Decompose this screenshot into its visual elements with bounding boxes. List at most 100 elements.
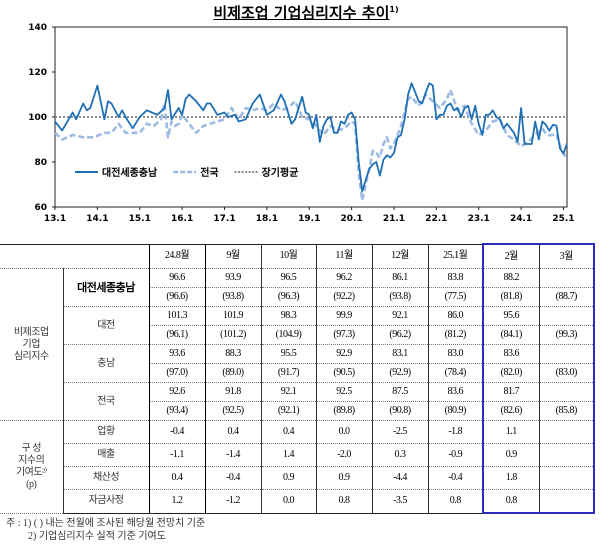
table-row-actual: 대전 101.3 101.9 98.3 99.9 92.1 86.0 95.6 xyxy=(0,306,595,345)
contribution-value-cell: 0.4 xyxy=(148,466,205,490)
contribution-value-cell xyxy=(538,489,595,514)
contribution-value-cell xyxy=(538,466,595,490)
contribution-value-cell xyxy=(538,443,595,467)
table-header-row: 24.8월 9월 10월 11월 12월 25.1월 2월 3월 xyxy=(0,243,595,269)
x-tick-label: 22.1 xyxy=(425,214,447,224)
actual-value-cell: 86.1 xyxy=(371,268,428,288)
row-label: 충남 xyxy=(63,344,149,383)
contribution-value-cell: 0.4 xyxy=(260,420,316,444)
table-row-contribution: 매출 -1.1 -1.4 1.4 -2.0 0.3 -0.9 0.9 xyxy=(0,443,595,467)
row-label: 대전세종충남 xyxy=(63,268,149,307)
forecast-value-cell: (84.1) xyxy=(482,325,539,345)
table-row-actual: 전국 92.6 91.8 92.1 92.5 87.5 83.6 81.7 xyxy=(0,382,595,421)
actual-value-cell: 92.6 xyxy=(148,382,205,402)
contribution-value-cell: -0.4 xyxy=(204,466,261,490)
forecast-value-cell: (77.5) xyxy=(427,287,483,307)
forecast-value-cell: (93.8) xyxy=(371,287,428,307)
actual-value-cell xyxy=(538,306,595,326)
actual-value-cell: 96.6 xyxy=(148,268,205,288)
x-tick-label: 18.1 xyxy=(256,214,278,224)
x-tick-label: 17.1 xyxy=(213,214,235,224)
table-row-contribution: 자금사정 1.2 -1.2 0.0 0.8 -3.5 0.8 0.8 xyxy=(0,489,595,514)
y-tick-label: 140 xyxy=(28,23,47,33)
x-tick-label: 19.1 xyxy=(298,214,320,224)
forecast-value-cell: (85.8) xyxy=(538,401,595,421)
contribution-value-cell: 0.9 xyxy=(482,443,539,467)
forecast-value-cell: (104.9) xyxy=(260,325,316,345)
contribution-value-cell: -4.4 xyxy=(371,466,428,490)
title-footnote-mark: 1) xyxy=(389,5,399,14)
column-header: 3월 xyxy=(538,243,595,269)
actual-value-cell: 81.7 xyxy=(482,382,539,402)
contribution-value-cell: 1.4 xyxy=(260,443,316,467)
forecast-value-cell: (93.4) xyxy=(148,401,205,421)
forecast-value-cell: (81.2) xyxy=(427,325,483,345)
actual-value-cell: 91.8 xyxy=(204,382,261,402)
contribution-value-cell: -1.1 xyxy=(148,443,205,467)
forecast-value-cell: (96.1) xyxy=(148,325,205,345)
x-tick-label: 21.1 xyxy=(383,214,405,224)
contribution-value-cell: -1.2 xyxy=(204,489,261,514)
actual-value-cell: 92.5 xyxy=(315,382,372,402)
contribution-value-cell: 0.8 xyxy=(315,489,372,514)
legend-label-average: 장기평균 xyxy=(262,166,299,179)
actual-value-cell: 88.3 xyxy=(204,344,261,364)
forecast-value-cell: (97.3) xyxy=(315,325,372,345)
forecast-value-cell: (96.6) xyxy=(148,287,205,307)
actual-value-cell: 88.2 xyxy=(482,268,539,288)
contribution-value-cell: -3.5 xyxy=(371,489,428,514)
actual-value-cell xyxy=(538,382,595,402)
row-label: 자금사정 xyxy=(63,489,149,514)
contribution-value-cell: 1.2 xyxy=(148,489,205,514)
column-header: 25.1월 xyxy=(427,243,483,269)
column-header: 24.8월 xyxy=(148,243,205,269)
forecast-value-cell: (99.3) xyxy=(538,325,595,345)
actual-value-cell: 92.9 xyxy=(315,344,372,364)
table-row-forecast: (96.6) (93.8) (96.3) (92.2) (93.8) (77.5) (81.… xyxy=(0,287,595,307)
group-label-line: 지수의 xyxy=(18,454,45,466)
table-row-forecast: (97.0) (89.0) (91.7) (90.5) (92.9) (78.4) (82.… xyxy=(0,363,595,383)
actual-value-cell: 95.5 xyxy=(260,344,316,364)
forecast-value-cell: (90.5) xyxy=(315,363,372,383)
group-label-index: 비제조업 기업 심리지수 xyxy=(0,268,64,421)
group-label-line: 비제조업 xyxy=(13,326,49,338)
contribution-value-cell: 1.1 xyxy=(482,420,539,444)
contribution-value-cell: 0.8 xyxy=(427,489,483,514)
actual-value-cell: 98.3 xyxy=(260,306,316,326)
forecast-value-cell: (82.6) xyxy=(482,401,539,421)
forecast-value-cell: (97.0) xyxy=(148,363,205,383)
group-label-line: 기여도²⁾ xyxy=(15,466,47,478)
column-header: 10월 xyxy=(260,243,316,269)
actual-value-cell: 83.0 xyxy=(427,344,483,364)
actual-value-cell: 83.8 xyxy=(427,268,483,288)
contribution-value-cell: 0.8 xyxy=(482,489,539,514)
actual-value-cell: 93.6 xyxy=(148,344,205,364)
actual-value-cell: 92.1 xyxy=(371,306,428,326)
forecast-value-cell: (92.2) xyxy=(315,287,372,307)
forecast-value-cell: (83.0) xyxy=(538,363,595,383)
contribution-value-cell: 0.0 xyxy=(315,420,372,444)
actual-value-cell: 83.1 xyxy=(371,344,428,364)
table-row-actual: 충남 93.6 88.3 95.5 92.9 83.1 83.0 83.6 xyxy=(0,344,595,383)
forecast-value-cell: (81.8) xyxy=(482,287,539,307)
column-header: 12월 xyxy=(371,243,428,269)
y-tick-label: 80 xyxy=(34,158,47,168)
actual-value-cell: 83.6 xyxy=(427,382,483,402)
contribution-value-cell: -0.4 xyxy=(427,466,483,490)
group-label-contribution: 구 성 지수의 기여도²⁾ (p) xyxy=(0,420,64,514)
x-tick-label: 20.1 xyxy=(340,214,362,224)
actual-value-cell: 96.2 xyxy=(315,268,372,288)
forecast-value-cell: (96.2) xyxy=(371,325,428,345)
actual-value-cell: 96.5 xyxy=(260,268,316,288)
legend-label-national: 전국 xyxy=(200,166,218,179)
y-tick-label: 100 xyxy=(28,113,47,123)
contribution-value-cell: -0.9 xyxy=(427,443,483,467)
forecast-value-cell: (89.8) xyxy=(315,401,372,421)
x-tick-label: 23.1 xyxy=(468,214,490,224)
forecast-value-cell: (92.9) xyxy=(371,363,428,383)
contribution-value-cell: -1.8 xyxy=(427,420,483,444)
table-row-forecast: (96.1) (101.2) (104.9) (97.3) (96.2) (81.2) (8… xyxy=(0,325,595,345)
row-label: 매출 xyxy=(63,443,149,467)
contribution-value-cell: -0.4 xyxy=(148,420,205,444)
chart-title-text: 비제조업 기업심리지수 추이 xyxy=(213,4,390,22)
